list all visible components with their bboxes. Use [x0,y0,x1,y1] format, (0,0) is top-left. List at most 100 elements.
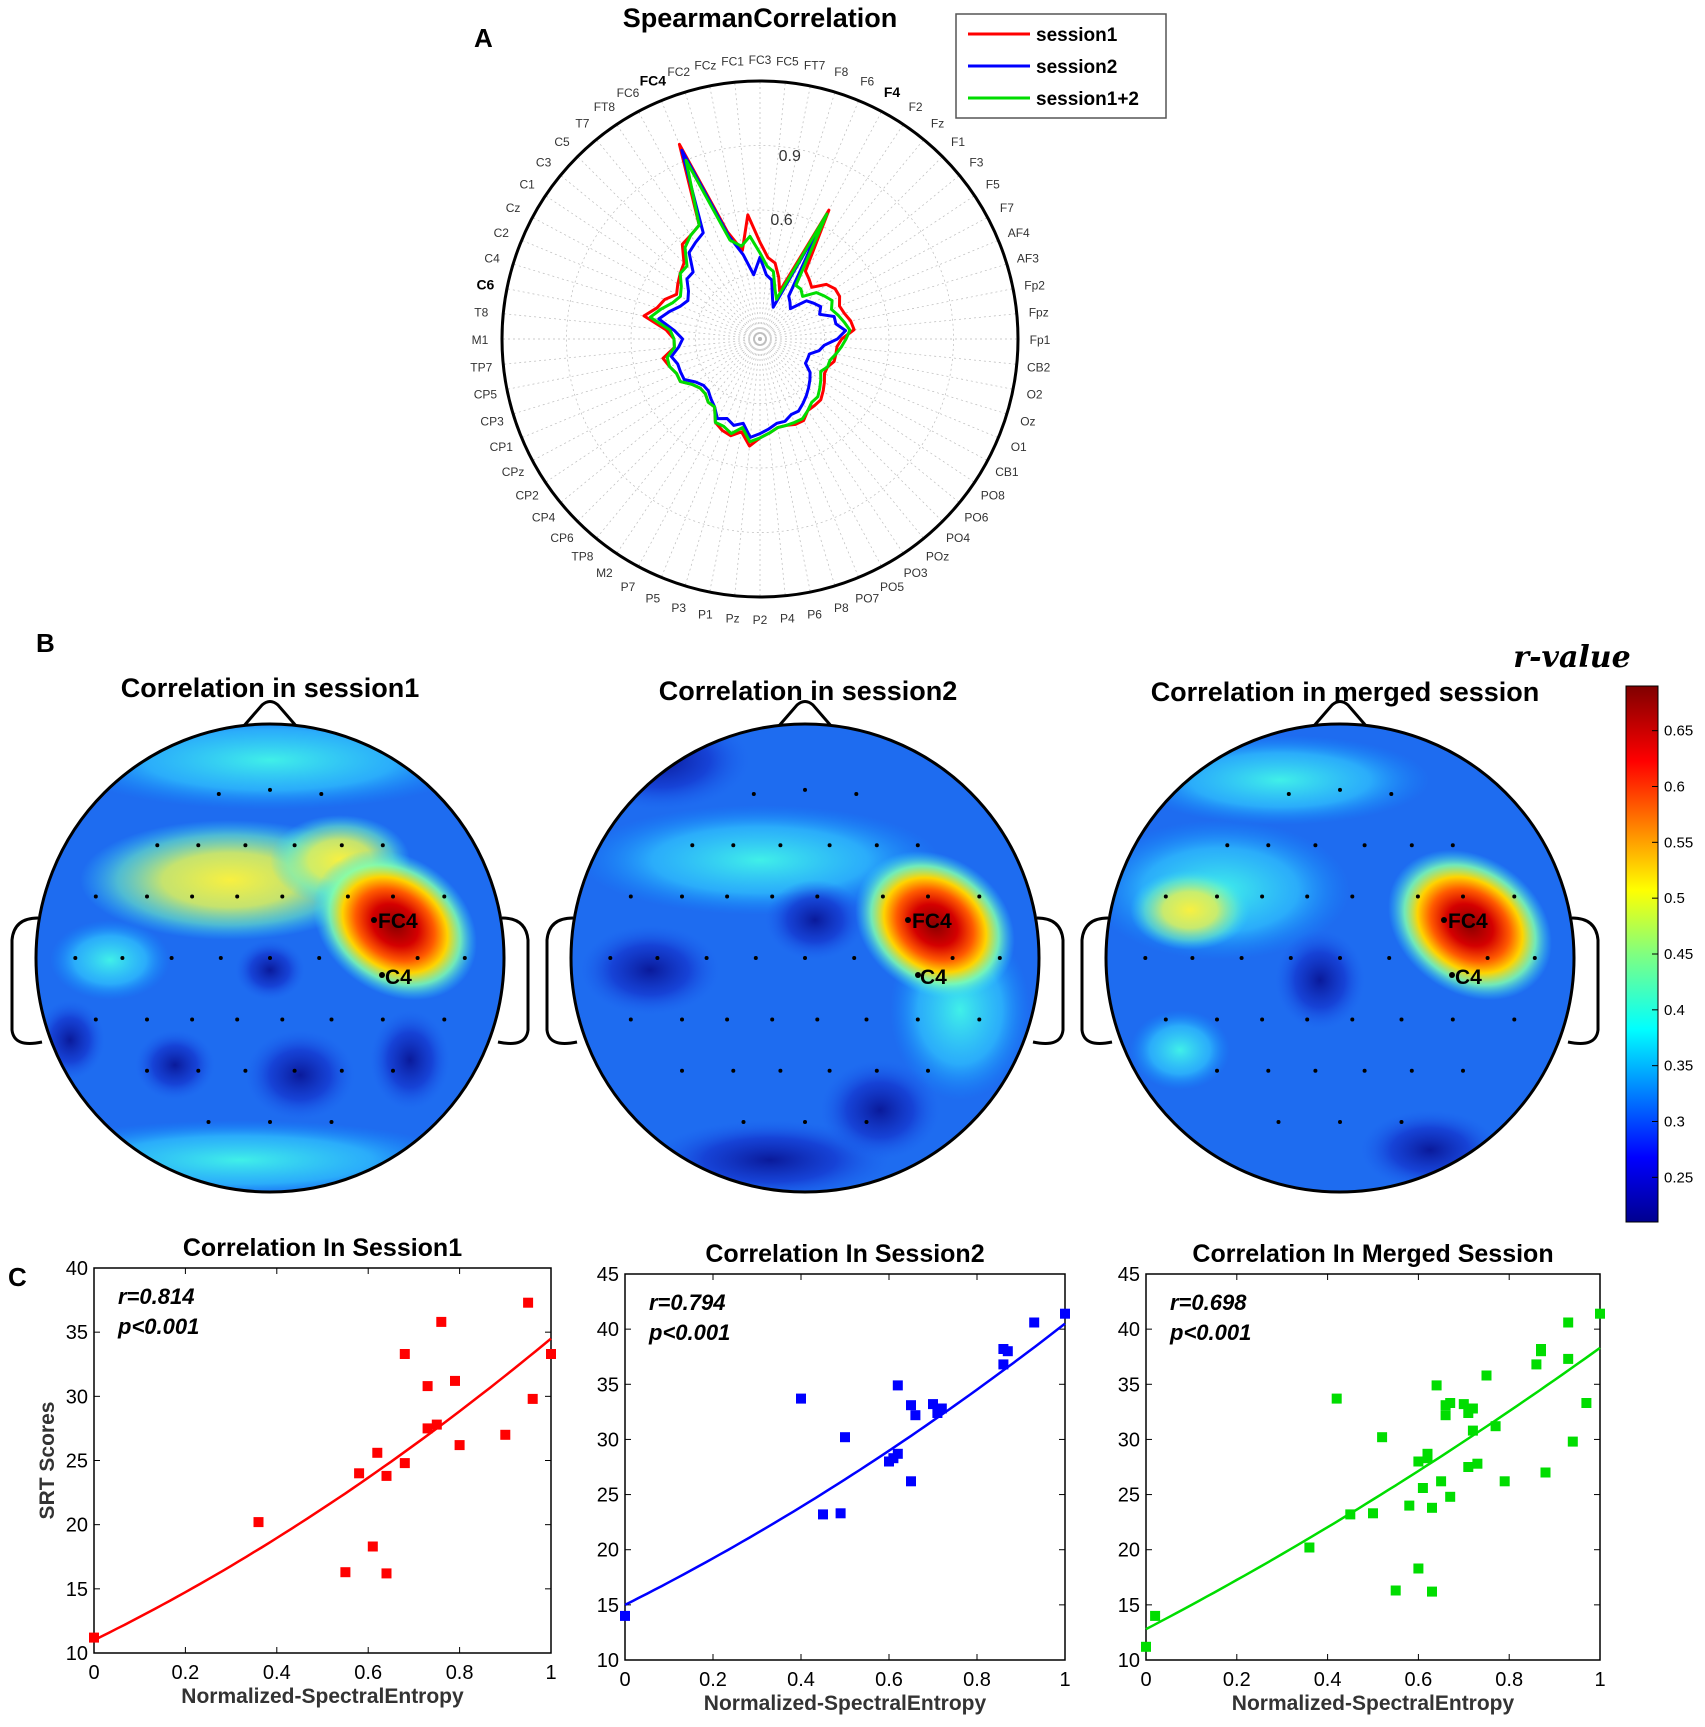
data-point [910,1410,921,1421]
electrode-dot [1313,843,1318,848]
radar-channel-label: FT8 [594,100,616,114]
radar-spoke [759,338,811,593]
radar-channel-label: Fz [931,117,944,131]
radar-spoke [759,239,999,340]
radar-spoke [513,338,761,415]
radar-spoke [506,288,761,340]
radar-channel-label: P8 [834,601,849,615]
radar-spoke [759,338,975,483]
electrode-dot [1409,843,1414,848]
data-point [253,1517,264,1528]
electrode-dot [1461,1068,1465,1073]
data-point [1431,1380,1442,1391]
data-point [436,1316,447,1327]
radar-spoke [759,338,1007,415]
electrode-dot [977,894,982,899]
electrode-dot [915,843,920,848]
data-point [1029,1317,1040,1328]
radar-spoke [709,338,761,593]
electrode-dot [1532,956,1537,960]
y-tick-label: 20 [66,1515,88,1537]
radar-spoke [506,338,761,390]
data-point [454,1440,465,1451]
stat-r: r=0.794 [649,1290,725,1315]
data-point [892,1380,903,1391]
radar-spoke [560,338,761,503]
electrode-dot [1266,1068,1271,1073]
electrode-dot [1409,1068,1414,1073]
y-axis-label: SRT Scores [36,1402,59,1520]
y-tick-label: 10 [1118,1650,1140,1672]
legend-label: session2 [1036,57,1117,78]
data-point [892,1448,903,1459]
electrode-dot [803,1120,807,1124]
x-tick-label: 1 [1059,1669,1070,1691]
electrode-dot [1350,894,1355,899]
radar-ring [695,274,825,404]
radar-channel-label: TP7 [470,360,492,374]
x-tick-label: 0.2 [1223,1669,1251,1691]
data-point [1368,1508,1378,1519]
radar-series-session2 [657,148,848,439]
electrode-dot [874,843,879,848]
radar-spoke [596,338,761,539]
data-point [840,1432,850,1443]
radar-spoke [521,239,761,340]
radar-spoke [759,195,975,340]
radar-ring [630,209,890,469]
electrode-dot [1387,956,1392,960]
y-tick-label: 40 [597,1319,619,1341]
electrode-dot [415,956,420,960]
data-point [1531,1359,1542,1370]
electrode-dot [145,894,149,899]
data-point [422,1381,433,1392]
y-tick-label: 40 [1118,1319,1140,1341]
radar-channel-label: C3 [536,155,552,169]
radar-channel-label: TP8 [571,549,593,563]
data-point [431,1419,442,1430]
radar-channel-label: FC5 [776,54,799,68]
radar-channel-label: P6 [807,608,822,622]
radar-channel-label: F8 [834,65,848,79]
electrode-dot [753,956,758,960]
electrode-dot [977,1017,982,1022]
electrode-dot [206,1120,211,1124]
electrode-dot [1338,787,1342,792]
electrode-dot [190,894,195,899]
radar-spoke [684,92,761,340]
scatter-plot: Correlation In Merged Session 0 0.2 0.4 0.6 0… [1118,1240,1606,1715]
radar-channel-label: F3 [969,155,983,169]
data-point [906,1400,916,1411]
radar-channel-label: Pz [726,612,740,626]
radar-channel-label: CP6 [550,531,574,545]
electrode-dot [1163,894,1168,899]
electrode-dot [317,956,322,960]
radar-spoke [734,338,761,596]
electrode-dot [196,1068,201,1073]
electrode-label-c4: C4 [920,966,947,989]
data-point [1390,1585,1401,1596]
electrode-dot [1260,894,1265,899]
electrode-dot [725,1017,730,1022]
radar-channel-label: F4 [884,84,901,100]
fit-curve [1145,1346,1601,1631]
radar-channel-label: F5 [986,177,1000,191]
data-point [546,1349,556,1359]
data-point [1413,1456,1424,1467]
colorbar-tick-label: 0.3 [1664,1114,1685,1131]
electrode-dot [345,894,350,899]
electrode-dot [93,894,98,899]
radar-channel-label: FC3 [749,53,772,67]
radar-spoke [759,111,882,340]
electrode-dot [704,956,709,960]
electrode-dot [628,1017,633,1022]
radar-spoke [684,338,761,586]
electrode-dot [680,894,684,899]
radar-spoke [759,338,882,567]
electrode-dot [1338,956,1342,960]
radar-channel-label: P5 [645,592,660,606]
electrode-dot [218,956,223,960]
x-tick-label: 0.4 [787,1669,815,1691]
electrode-dot [680,1017,684,1022]
x-tick-label: 0.2 [699,1669,727,1691]
